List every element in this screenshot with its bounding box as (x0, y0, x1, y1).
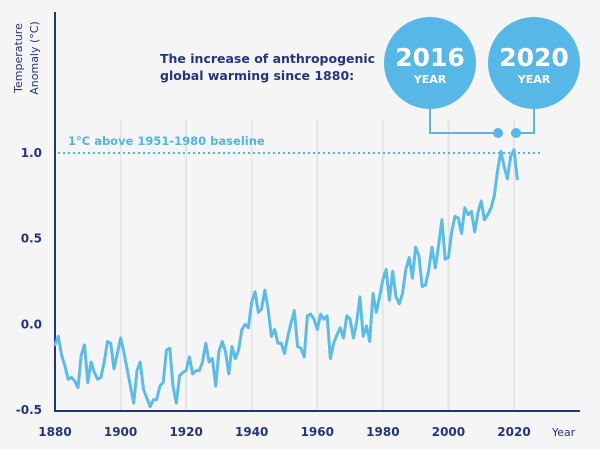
x-tick-labels: 1880 1900 1920 1940 1960 1980 2000 2020 (38, 425, 530, 439)
x-tick-1900: 1900 (104, 425, 137, 439)
badge-2020-circle (488, 17, 580, 109)
badge-2016-circle (384, 17, 476, 109)
highlight-connector (429, 109, 535, 134)
y-tick-0.5: 0.5 (21, 232, 42, 246)
x-tick-1880: 1880 (38, 425, 71, 439)
chart-title-line-2: global warming since 1880: (160, 68, 354, 83)
x-tick-2020: 2020 (497, 425, 530, 439)
badge-2020-label: 2020 (499, 43, 569, 72)
badge-2020-sub: YEAR (517, 73, 551, 86)
x-tick-1980: 1980 (366, 425, 399, 439)
x-tick-1940: 1940 (235, 425, 268, 439)
badge-2016-label: 2016 (395, 43, 465, 72)
badge-2016-sub: YEAR (413, 73, 447, 86)
temperature-series-line (53, 148, 519, 409)
y-tick--0.5: -0.5 (16, 403, 42, 417)
x-tick-1920: 1920 (169, 425, 202, 439)
badge-2016-dot (493, 128, 503, 138)
x-axis-title: Year (551, 426, 576, 439)
y-axis-title-line-2: Anomaly (°C) (28, 21, 41, 95)
y-axis-title-line-1: Temperature (12, 23, 25, 94)
chart-title-line-1: The increase of anthropogenic (160, 51, 375, 66)
gridlines (119, 120, 515, 410)
x-tick-1960: 1960 (301, 425, 334, 439)
baseline-label: 1°C above 1951-1980 baseline (68, 134, 265, 148)
y-tick-1.0: 1.0 (21, 146, 42, 160)
x-tick-2000: 2000 (432, 425, 465, 439)
y-tick-0.0: 0.0 (21, 317, 42, 331)
badge-2020-dot (511, 128, 521, 138)
y-tick-labels: 1.0 0.5 0.0 -0.5 (16, 146, 42, 417)
